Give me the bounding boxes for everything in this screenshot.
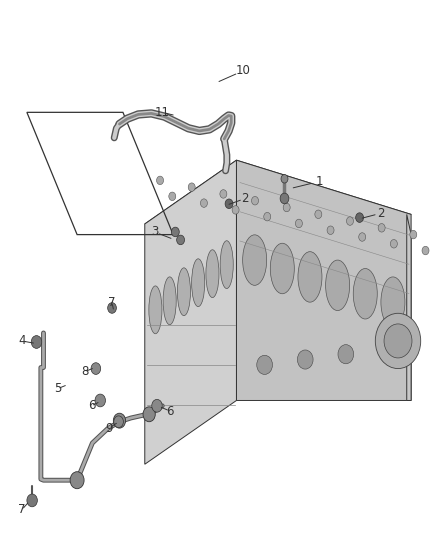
Circle shape bbox=[422, 246, 429, 255]
Text: 4: 4 bbox=[18, 334, 25, 348]
Circle shape bbox=[188, 183, 195, 191]
Ellipse shape bbox=[206, 250, 219, 297]
Circle shape bbox=[410, 230, 417, 239]
Ellipse shape bbox=[381, 277, 405, 327]
Circle shape bbox=[264, 213, 271, 221]
Circle shape bbox=[251, 197, 258, 205]
Circle shape bbox=[27, 494, 37, 507]
Text: 6: 6 bbox=[88, 399, 95, 413]
Circle shape bbox=[171, 227, 179, 237]
Circle shape bbox=[143, 407, 155, 422]
Circle shape bbox=[114, 416, 124, 427]
Circle shape bbox=[315, 210, 322, 219]
Circle shape bbox=[297, 350, 313, 369]
Circle shape bbox=[384, 324, 412, 358]
Ellipse shape bbox=[220, 241, 233, 288]
Circle shape bbox=[257, 356, 272, 374]
Circle shape bbox=[295, 219, 302, 228]
Polygon shape bbox=[145, 160, 237, 464]
Circle shape bbox=[177, 235, 184, 245]
Circle shape bbox=[280, 193, 289, 204]
Circle shape bbox=[152, 399, 162, 412]
Circle shape bbox=[225, 199, 233, 208]
Ellipse shape bbox=[298, 252, 322, 302]
Circle shape bbox=[169, 192, 176, 200]
Circle shape bbox=[156, 176, 163, 184]
Text: 10: 10 bbox=[236, 64, 251, 77]
Ellipse shape bbox=[192, 259, 205, 306]
Text: 8: 8 bbox=[81, 365, 88, 378]
Circle shape bbox=[283, 203, 290, 212]
Polygon shape bbox=[145, 160, 411, 278]
Text: 5: 5 bbox=[54, 382, 61, 395]
Circle shape bbox=[201, 199, 208, 207]
Circle shape bbox=[390, 239, 397, 248]
Ellipse shape bbox=[177, 268, 191, 316]
Text: 2: 2 bbox=[241, 192, 249, 205]
Text: 3: 3 bbox=[151, 225, 158, 238]
Circle shape bbox=[359, 233, 366, 241]
Ellipse shape bbox=[325, 260, 350, 311]
Ellipse shape bbox=[163, 277, 176, 325]
Text: 1: 1 bbox=[316, 175, 323, 188]
Circle shape bbox=[113, 413, 126, 428]
Polygon shape bbox=[407, 214, 411, 400]
Ellipse shape bbox=[270, 243, 294, 294]
Circle shape bbox=[375, 313, 421, 368]
Circle shape bbox=[281, 174, 288, 183]
Circle shape bbox=[346, 217, 353, 225]
Circle shape bbox=[70, 472, 84, 489]
Circle shape bbox=[91, 363, 101, 374]
Circle shape bbox=[232, 206, 239, 214]
Polygon shape bbox=[237, 160, 411, 400]
Text: 6: 6 bbox=[166, 405, 174, 417]
Text: 11: 11 bbox=[155, 106, 170, 119]
Circle shape bbox=[31, 336, 42, 349]
Circle shape bbox=[220, 190, 227, 198]
Text: 7: 7 bbox=[108, 296, 116, 309]
Ellipse shape bbox=[149, 286, 162, 334]
Circle shape bbox=[108, 303, 117, 313]
Circle shape bbox=[338, 345, 354, 364]
Circle shape bbox=[378, 340, 394, 359]
Circle shape bbox=[327, 226, 334, 235]
Circle shape bbox=[356, 213, 364, 222]
Ellipse shape bbox=[353, 269, 377, 319]
Circle shape bbox=[378, 223, 385, 232]
Text: 2: 2 bbox=[377, 207, 384, 220]
Circle shape bbox=[95, 394, 106, 407]
Text: 7: 7 bbox=[18, 504, 25, 516]
Ellipse shape bbox=[243, 235, 267, 285]
Text: 9: 9 bbox=[105, 422, 113, 434]
